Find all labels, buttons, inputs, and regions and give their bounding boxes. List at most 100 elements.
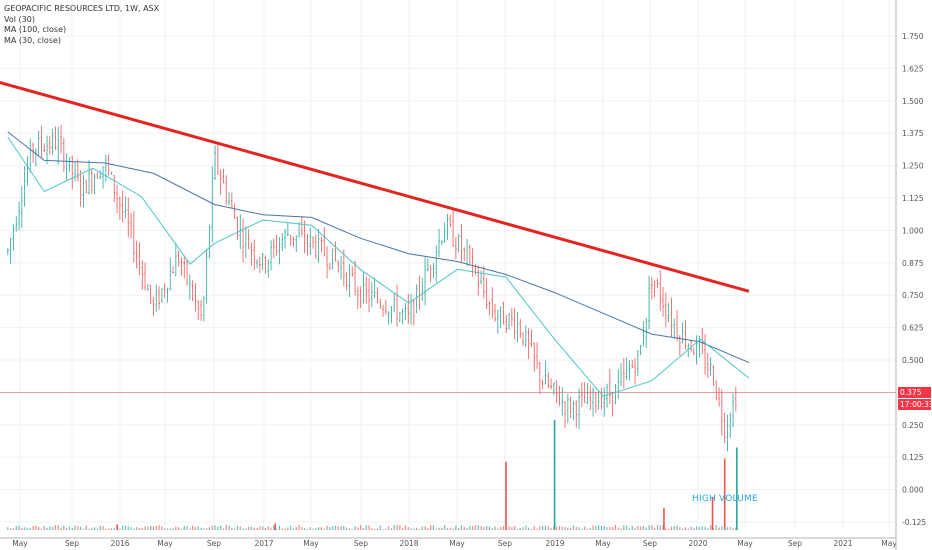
volume-bar xyxy=(399,525,401,530)
volume-bar xyxy=(704,526,706,530)
x-tick-label: 2018 xyxy=(399,539,418,548)
volume-bar xyxy=(102,526,104,530)
y-tick-label: 0.500 xyxy=(902,356,924,365)
volume-bar xyxy=(35,525,37,530)
volume-bar xyxy=(407,527,409,530)
volume-bar xyxy=(684,527,687,530)
volume-bar xyxy=(155,525,157,530)
volume-bar xyxy=(301,527,303,530)
volume-bar xyxy=(508,526,510,530)
volume-bar xyxy=(634,528,636,530)
volume-bar xyxy=(239,526,241,530)
volume-bar xyxy=(326,525,328,530)
ma30-line xyxy=(7,136,750,397)
volume-bar xyxy=(186,525,188,530)
volume-bar xyxy=(721,526,723,530)
volume-bar xyxy=(122,525,124,530)
volume-bar xyxy=(304,528,306,530)
volume-bar xyxy=(690,526,692,530)
volume-bar xyxy=(710,525,712,530)
volume-bar xyxy=(458,528,460,530)
volume-bar xyxy=(682,528,684,530)
volume-bar xyxy=(57,525,59,530)
volume-bar xyxy=(175,526,177,530)
volume-bar xyxy=(614,525,617,530)
volume-bar xyxy=(158,525,160,530)
volume-bar xyxy=(312,528,314,530)
volume-bar xyxy=(365,525,367,530)
volume-bar xyxy=(396,525,398,530)
volume-bar xyxy=(228,525,230,530)
volume-bar xyxy=(234,528,236,530)
y-tick-label: 0.625 xyxy=(902,324,924,333)
volume-bar xyxy=(441,527,443,530)
volume-bar xyxy=(63,525,65,530)
volume-bar xyxy=(220,525,222,530)
volume-bar xyxy=(707,528,709,530)
volume-bar xyxy=(15,525,17,530)
volume-bar xyxy=(533,526,535,530)
resistance-trendline xyxy=(0,81,750,293)
volume-bar xyxy=(617,527,619,530)
volume-bar xyxy=(253,527,255,530)
volume-bar xyxy=(54,525,57,530)
x-tick-label: 2016 xyxy=(110,539,129,548)
volume-bar xyxy=(371,528,373,530)
volume-bar xyxy=(264,527,267,530)
volume-bar xyxy=(570,527,572,530)
volume-bar xyxy=(136,527,138,530)
volume-bar xyxy=(323,528,325,530)
volume-bar xyxy=(225,525,227,530)
volume-bar xyxy=(410,528,412,530)
volume-bar xyxy=(542,526,544,530)
x-tick-label: Sep xyxy=(65,539,79,548)
volume-bar xyxy=(402,528,404,530)
volume-bar xyxy=(192,525,194,530)
volume-bar xyxy=(21,527,23,530)
volume-bar xyxy=(424,526,426,530)
volume-bar xyxy=(94,527,96,530)
volume-bar xyxy=(43,525,45,530)
y-tick-label: 1.125 xyxy=(902,194,924,203)
volume-bar xyxy=(245,528,247,530)
volume-bar xyxy=(127,526,129,530)
volume-bar xyxy=(421,526,423,530)
volume-bar xyxy=(329,526,331,530)
volume-bar xyxy=(108,528,110,530)
x-tick-label: Sep xyxy=(498,539,512,548)
volume-bar xyxy=(194,526,197,530)
volume-bar xyxy=(248,526,250,530)
volume-bar xyxy=(715,525,717,530)
volume-bar xyxy=(214,525,216,530)
volume-bar xyxy=(393,525,395,530)
volume-bar xyxy=(217,526,219,530)
volume-bar xyxy=(169,528,171,530)
volume-bar xyxy=(46,527,48,530)
volume-bar xyxy=(18,525,20,530)
y-tick-label: 0.750 xyxy=(902,291,924,300)
volume-bar xyxy=(539,526,541,530)
x-tick-label: Sep xyxy=(207,539,221,548)
volume-bar xyxy=(528,527,530,530)
volume-bar xyxy=(287,527,289,530)
countdown-tag: 17:00:33 xyxy=(898,399,932,410)
volume-bar xyxy=(351,528,353,530)
volume-spike xyxy=(116,524,118,530)
volume-bar xyxy=(497,528,499,530)
y-tick-label: 0.250 xyxy=(902,421,924,430)
x-tick-label: May xyxy=(449,539,465,548)
y-tick-label: 0.875 xyxy=(902,259,924,268)
volume-bar xyxy=(88,528,90,530)
volume-bar xyxy=(477,525,479,530)
volume-bar xyxy=(556,526,558,530)
volume-bar xyxy=(455,525,457,530)
volume-bar xyxy=(236,525,239,530)
volume-bar xyxy=(267,526,269,530)
volume-bar xyxy=(472,526,474,530)
volume-bar xyxy=(318,527,320,530)
volume-bar xyxy=(60,527,62,530)
volume-bar xyxy=(315,527,317,530)
volume-bar xyxy=(712,528,715,530)
chart-legend: GEOPACIFIC RESOURCES LTD, 1W, ASX Vol (3… xyxy=(4,4,159,46)
